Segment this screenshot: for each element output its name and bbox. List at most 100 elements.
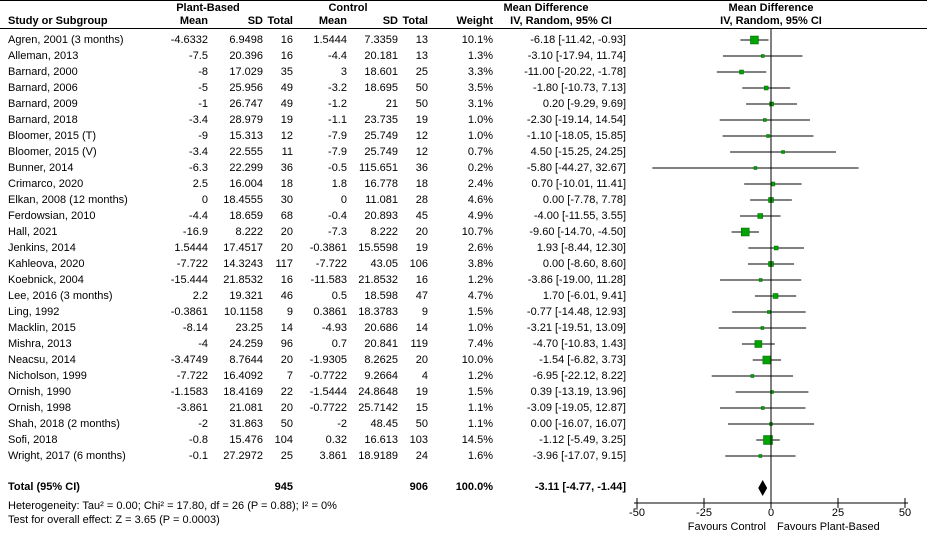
total2-cell: 13 (415, 34, 428, 46)
ci-cell: 0.39 [-13.19, 13.96] (530, 386, 626, 398)
mean2-cell: -1.2 (328, 98, 347, 110)
ci-cell: -0.77 [-14.48, 12.93] (526, 306, 626, 318)
effect-marker (766, 134, 770, 138)
mean2-cell: 3 (340, 66, 347, 78)
mean1-cell: -7.722 (176, 370, 208, 382)
mean1-cell: -4.6332 (170, 34, 208, 46)
total2-cell: 50 (415, 418, 428, 430)
sd2-cell: 43.05 (370, 258, 398, 270)
study-name: Ferdowsian, 2010 (8, 210, 96, 222)
weight-cell: 2.6% (467, 242, 493, 254)
mean1-cell: -7.722 (176, 258, 208, 270)
study-row: Elkan, 2008 (12 months) 0 18.4555 30 0 11.081… (0, 192, 927, 208)
study-name: Bloomer, 2015 (V) (8, 146, 97, 158)
study-row: Hall, 2021 -16.9 8.222 20 -7.3 8.222 20 10.7% -9… (0, 224, 927, 240)
ci-cell: 0.00 [-7.78, 7.78] (542, 194, 626, 206)
ci-cell: 1.70 [-6.01, 9.41] (542, 290, 626, 302)
mean1-cell: -3.4 (189, 146, 208, 158)
study-name: Macklin, 2015 (8, 322, 76, 334)
weight-cell: 1.1% (467, 418, 493, 430)
sd2-cell: 21 (385, 98, 398, 110)
mean1-cell: -4 (198, 338, 208, 350)
weight-cell: 1.1% (467, 402, 493, 414)
mean2-cell: -0.5 (328, 162, 347, 174)
effect-marker (763, 118, 767, 122)
study-row: Barnard, 2018 -3.4 28.979 19 -1.1 23.735 19 1.0… (0, 112, 927, 128)
weight-cell: 3.3% (467, 66, 493, 78)
total1-cell: 50 (280, 418, 293, 430)
study-row: Jenkins, 2014 1.5444 17.4517 20 -0.3861 15.55… (0, 240, 927, 256)
study-name: Lee, 2016 (3 months) (8, 290, 113, 302)
col-header-total2: Total (402, 15, 428, 27)
total-row: Total (95% CI) 945 906 100.0% -3.11 [-4.… (0, 479, 927, 495)
mean1-cell: -5 (198, 82, 208, 94)
sd1-cell: 16.004 (229, 178, 263, 190)
study-row: Ornish, 1990 -1.1583 18.4169 22 -1.5444 24.86… (0, 384, 927, 400)
effect-marker (760, 406, 765, 410)
weight-cell: 1.3% (467, 50, 493, 62)
ci-cell: -6.95 [-22.12, 8.22] (533, 370, 626, 382)
effect-marker (773, 245, 779, 251)
col-header-ci-plot: IV, Random, 95% CI (720, 15, 822, 27)
weight-cell: 0.7% (467, 146, 493, 158)
group2-header: Control (328, 2, 368, 14)
study-row: Nicholson, 1999 -7.722 16.4092 7 -0.7722 9.26… (0, 368, 927, 384)
mean1-cell: -3.4749 (170, 354, 208, 366)
sd2-cell: 18.3783 (358, 306, 398, 318)
col-header-mean1: Mean (179, 15, 208, 27)
mean2-cell: 0.3861 (313, 306, 347, 318)
total1-cell: 12 (280, 130, 293, 142)
mean1-cell: -0.3861 (170, 306, 208, 318)
sd1-cell: 10.1158 (224, 306, 263, 318)
study-name: Barnard, 2018 (8, 114, 78, 126)
mean1-cell: -9 (198, 130, 208, 142)
study-name: Shah, 2018 (2 months) (8, 418, 120, 430)
ci-cell: -3.09 [-19.05, 12.87] (526, 402, 626, 414)
ci-cell: 1.93 [-8.44, 12.30] (536, 242, 626, 254)
ci-cell: -4.00 [-11.55, 3.55] (533, 210, 626, 222)
ci-cell: -1.80 [-10.73, 7.13] (533, 82, 626, 94)
mean2-cell: -11.583 (310, 274, 348, 286)
col-header-weight: Weight (456, 15, 493, 27)
effect-marker (772, 293, 779, 299)
total2-cell: 106 (409, 258, 428, 270)
total1-cell: 11 (281, 146, 293, 158)
axis-tick-label: -25 (696, 507, 712, 519)
total1-cell: 49 (280, 82, 293, 94)
weight-cell: 3.5% (467, 82, 493, 94)
ci-cell: -1.54 [-6.82, 3.73] (539, 354, 626, 366)
effect-marker (767, 310, 771, 314)
study-name: Kahleova, 2020 (8, 258, 85, 270)
sd1-cell: 16.4092 (223, 370, 263, 382)
sd1-cell: 19.321 (229, 290, 263, 302)
sd2-cell: 20.181 (364, 50, 398, 62)
effect-marker (754, 340, 763, 348)
mean2-cell: -1.1 (328, 114, 347, 126)
ci-cell: 0.00 [-16.07, 16.07] (530, 418, 626, 430)
effect-marker (760, 326, 765, 330)
mean1-cell: -2 (198, 418, 208, 430)
effect-marker (763, 85, 769, 91)
total1-cell: 96 (280, 338, 293, 350)
weight-cell: 2.4% (467, 178, 493, 190)
total2-cell: 20 (415, 354, 428, 366)
study-name: Crimarco, 2020 (8, 178, 84, 190)
mean2-cell: 3.861 (319, 450, 347, 462)
ci-cell: 0.20 [-9.29, 9.69] (542, 98, 626, 110)
sd1-cell: 18.4555 (223, 194, 263, 206)
total-n2: 906 (409, 481, 428, 493)
favours-left-label: Favours Control (687, 521, 766, 533)
sd2-cell: 24.8648 (358, 386, 398, 398)
study-row: Bunner, 2014 -6.3 22.299 36 -0.5 115.651 36 0.2… (0, 160, 927, 176)
weight-cell: 4.7% (467, 290, 493, 302)
total2-cell: 19 (415, 386, 428, 398)
mean1-cell: -3.861 (176, 402, 208, 414)
total2-cell: 12 (415, 130, 428, 142)
study-row: Shah, 2018 (2 months) -2 31.863 50 -2 48.45 50… (0, 416, 927, 432)
mean1-cell: -8 (198, 66, 208, 78)
study-name: Hall, 2021 (8, 226, 58, 238)
total2-cell: 50 (415, 82, 428, 94)
weight-cell: 7.4% (467, 338, 493, 350)
total1-cell: 46 (280, 290, 293, 302)
